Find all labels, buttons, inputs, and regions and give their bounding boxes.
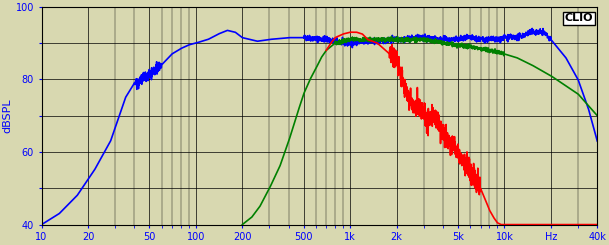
Y-axis label: dBSPL: dBSPL bbox=[3, 98, 13, 133]
Text: CLIO: CLIO bbox=[565, 13, 593, 23]
